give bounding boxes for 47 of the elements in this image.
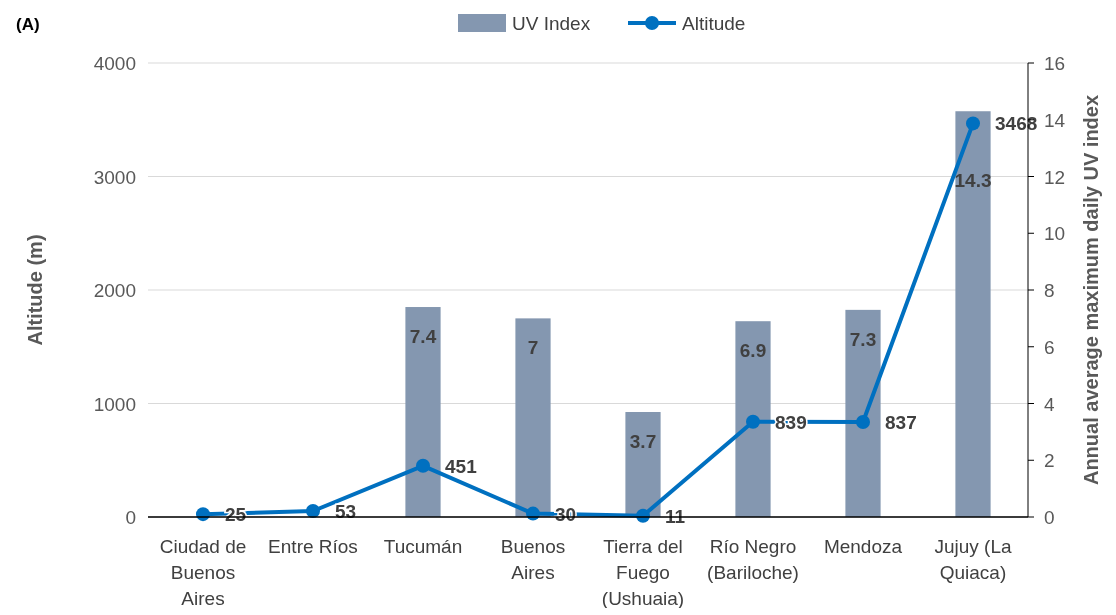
data-label: 3.7 xyxy=(629,431,657,453)
y2-tick-label: 14 xyxy=(1044,109,1066,131)
y2-tick-label: 10 xyxy=(1044,223,1066,245)
y2-tick-label: 6 xyxy=(1044,336,1055,358)
x-tick-label: Ciudad de Buenos Aires xyxy=(159,536,247,609)
data-label: 451 xyxy=(445,455,478,477)
y-tick-label: 1000 xyxy=(93,393,136,415)
y-tick-label: 4000 xyxy=(93,53,136,74)
y2-tick-label: 8 xyxy=(1044,280,1055,301)
y2-tick-label: 12 xyxy=(1044,166,1066,188)
x-tick-label: Río Negro (Bariloche) xyxy=(707,536,799,583)
point xyxy=(966,116,980,131)
x-tick-label: Buenos Aires xyxy=(500,536,566,583)
point xyxy=(856,415,870,429)
x-tick-label: Mendoza xyxy=(823,536,903,557)
x-tick-label: Entre Ríos xyxy=(268,536,358,557)
data-label: 25 xyxy=(225,504,247,526)
bar xyxy=(625,412,661,517)
y2-tick-label: 0 xyxy=(1044,507,1055,528)
point xyxy=(416,458,430,473)
data-label: 7.3 xyxy=(849,328,877,350)
x-tick-label: Jujuy (La Quiaca) xyxy=(934,536,1012,583)
y2-tick-label: 16 xyxy=(1044,53,1066,74)
x-tick-label: Tucumán xyxy=(383,536,463,557)
bar xyxy=(515,318,551,517)
data-label: 7 xyxy=(527,337,539,359)
point xyxy=(306,503,320,518)
y-tick-label: 2000 xyxy=(93,280,136,301)
y2-tick-label: 2 xyxy=(1044,450,1055,472)
data-label: 14.3 xyxy=(954,170,992,192)
y2-axis-title: Annual average maximum daily UV index xyxy=(1080,94,1102,486)
bar xyxy=(735,321,771,517)
data-label: 837 xyxy=(885,412,917,433)
y-tick-label: 0 xyxy=(125,507,136,528)
data-label: 7.4 xyxy=(409,326,437,348)
y2-tick-label: 4 xyxy=(1044,393,1055,415)
data-label: 30 xyxy=(555,503,577,525)
bar xyxy=(845,309,881,517)
bar xyxy=(955,111,991,517)
bar xyxy=(405,307,441,517)
point xyxy=(746,414,760,429)
text: (A) xyxy=(16,15,40,34)
legend-label: Altitude xyxy=(682,13,746,34)
y-tick-label: 3000 xyxy=(93,166,136,188)
legend-label: UV Index xyxy=(512,13,591,34)
data-label: 6.9 xyxy=(739,340,767,362)
y-axis-title: Altitude (m) xyxy=(24,234,46,346)
